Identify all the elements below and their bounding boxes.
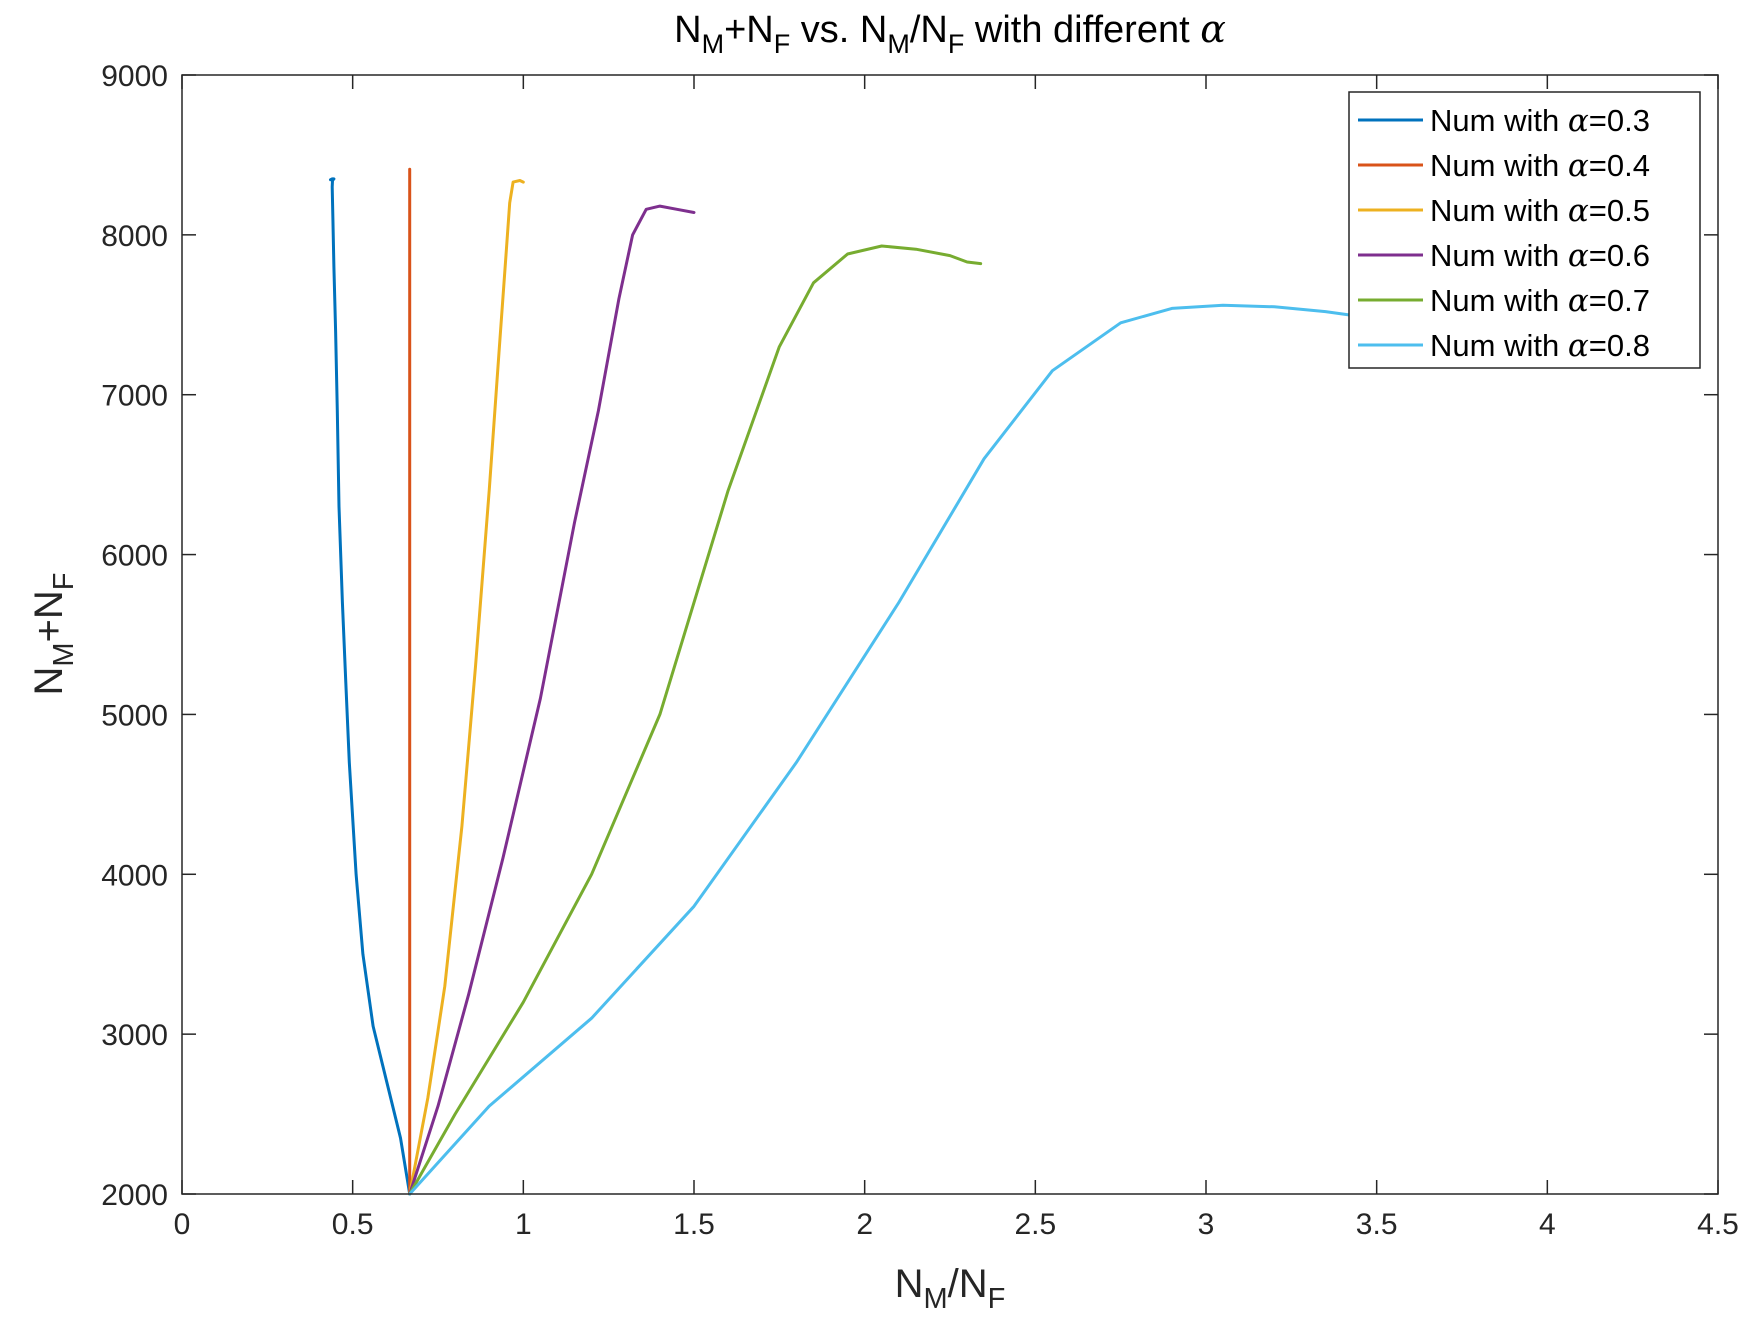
y-tick-label: 9000 xyxy=(101,60,168,93)
y-tick-label: 2000 xyxy=(101,1179,168,1212)
x-tick-label: 4.5 xyxy=(1697,1208,1739,1241)
chart-title: NM+NF vs. NM/NF with different α xyxy=(674,7,1226,59)
x-tick-label: 3 xyxy=(1198,1208,1215,1241)
legend-entries: Num with α=0.3 Num with α=0.4 Num with α=0… xyxy=(1358,103,1650,364)
x-tick-label: 2.5 xyxy=(1014,1208,1056,1241)
y-axis-label: NM+NF xyxy=(27,572,80,695)
x-tick-label: 0 xyxy=(174,1208,191,1241)
series-line-6 xyxy=(408,303,1362,1196)
legend-entry-1[interactable]: Num with α=0.3 xyxy=(1358,103,1650,139)
x-tick-label: 2 xyxy=(856,1208,873,1241)
legend[interactable]: Num with α=0.3 Num with α=0.4 Num with α=0… xyxy=(1348,91,1701,369)
legend-entry-3[interactable]: Num with α=0.5 xyxy=(1358,193,1650,229)
legend-label: Num with α=0.5 xyxy=(1430,193,1650,229)
y-tick-label: 5000 xyxy=(101,699,168,732)
y-tick-label: 3000 xyxy=(101,1019,168,1052)
plot-frame xyxy=(181,74,1719,1195)
tick-layer: 0 0.5 1 1.5 2 2.5 3 3.5 4 4.5 2000 3000 4000 5000 6000… xyxy=(101,60,1739,1241)
legend-entry-6[interactable]: Num with α=0.8 xyxy=(1358,328,1650,364)
series-layer xyxy=(329,167,1362,1196)
y-tick-label: 8000 xyxy=(101,220,168,253)
legend-label: Num with α=0.6 xyxy=(1430,238,1650,274)
series-line-4 xyxy=(408,204,696,1196)
y-tick-label: 7000 xyxy=(101,380,168,413)
legend-box xyxy=(1348,91,1701,369)
x-tick-label: 3.5 xyxy=(1356,1208,1398,1241)
series-line-3 xyxy=(408,179,525,1196)
legend-label: Num with α=0.4 xyxy=(1430,148,1650,184)
x-axis-label: NM/NF xyxy=(895,1262,1006,1315)
legend-label: Num with α=0.8 xyxy=(1430,328,1650,364)
x-tick-label: 1.5 xyxy=(673,1208,715,1241)
y-tick-label: 6000 xyxy=(101,540,168,573)
x-tick-label: 1 xyxy=(515,1208,532,1241)
x-tick-label: 4 xyxy=(1539,1208,1556,1241)
legend-label: Num with α=0.3 xyxy=(1430,103,1650,139)
legend-entry-4[interactable]: Num with α=0.6 xyxy=(1358,238,1650,274)
legend-entry-2[interactable]: Num with α=0.4 xyxy=(1358,148,1650,184)
legend-label: Num with α=0.7 xyxy=(1430,283,1650,319)
series-line-5 xyxy=(408,244,983,1196)
legend-entry-5[interactable]: Num with α=0.7 xyxy=(1358,283,1650,319)
x-tick-label: 0.5 xyxy=(332,1208,374,1241)
series-line-1 xyxy=(329,177,412,1196)
y-tick-label: 4000 xyxy=(101,859,168,892)
